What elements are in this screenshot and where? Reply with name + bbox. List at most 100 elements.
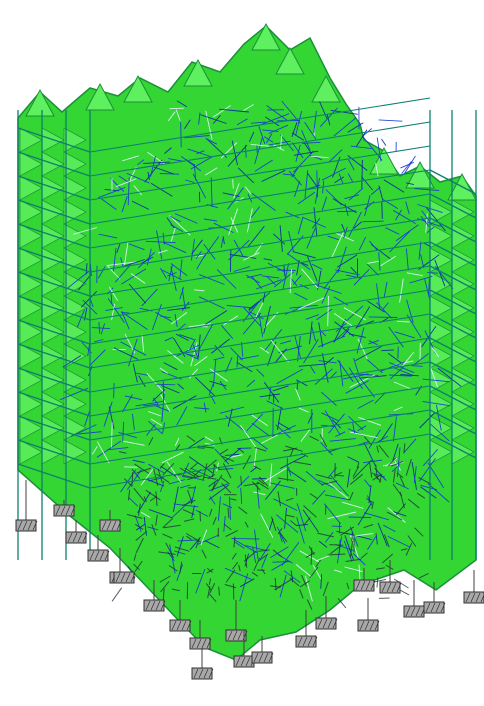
interior-member bbox=[187, 437, 205, 450]
interior-member bbox=[368, 339, 380, 345]
interior-member bbox=[348, 415, 364, 431]
support-hatch bbox=[332, 618, 338, 629]
facade-panel bbox=[63, 175, 87, 201]
interior-member bbox=[194, 289, 205, 292]
base-member-cluster bbox=[138, 503, 141, 516]
support-hatch bbox=[405, 606, 411, 617]
base-member-cluster bbox=[243, 482, 259, 487]
base-member-cluster bbox=[405, 542, 413, 556]
floor-beam-right bbox=[429, 313, 477, 339]
interior-member bbox=[220, 142, 238, 159]
interior-member bbox=[213, 105, 231, 118]
support-hatch bbox=[364, 620, 370, 631]
base-member-cluster bbox=[127, 489, 131, 501]
interior-member bbox=[314, 368, 333, 385]
interior-member bbox=[155, 311, 173, 322]
interior-member bbox=[335, 544, 354, 551]
interior-member bbox=[377, 132, 394, 140]
fixed-support-block-icon bbox=[315, 617, 337, 630]
base-member-cluster bbox=[208, 593, 217, 603]
floor-beam-left bbox=[17, 199, 91, 225]
interior-member bbox=[97, 266, 106, 279]
support-hatch bbox=[480, 594, 484, 603]
floor-beam-left bbox=[17, 151, 91, 177]
base-member-cluster bbox=[212, 474, 223, 491]
base-member-cluster bbox=[187, 475, 203, 481]
base-member-cluster bbox=[375, 567, 385, 570]
interior-member bbox=[389, 230, 411, 253]
interior-member bbox=[333, 318, 346, 343]
facade-panel bbox=[19, 271, 43, 297]
base-member-cluster bbox=[157, 468, 163, 484]
interior-member bbox=[326, 114, 331, 126]
base-member-cluster bbox=[208, 508, 213, 517]
base-member-cluster bbox=[349, 491, 354, 501]
interior-member bbox=[216, 462, 219, 472]
interior-member bbox=[435, 404, 442, 431]
interior-member bbox=[302, 216, 326, 228]
interior-member bbox=[191, 505, 195, 519]
interior-member bbox=[120, 469, 137, 493]
interior-member bbox=[251, 436, 268, 450]
interior-member bbox=[155, 383, 176, 386]
base-member-cluster bbox=[289, 520, 297, 526]
floor-beam-front bbox=[89, 361, 431, 417]
base-member-cluster bbox=[381, 553, 394, 564]
base-member-cluster bbox=[363, 524, 374, 529]
interior-member bbox=[367, 260, 380, 264]
interior-member bbox=[288, 466, 292, 476]
support-hatch bbox=[77, 532, 83, 543]
interior-member bbox=[124, 259, 145, 267]
support-hatch bbox=[302, 636, 308, 647]
interior-member bbox=[228, 208, 239, 235]
base-member-cluster bbox=[118, 451, 127, 454]
interior-member bbox=[284, 306, 302, 315]
base-member-cluster bbox=[162, 462, 175, 476]
support-hatch bbox=[155, 600, 161, 611]
base-member-cluster bbox=[134, 523, 144, 530]
facade-panel bbox=[19, 223, 43, 249]
facade-panel bbox=[19, 415, 43, 441]
interior-member bbox=[176, 100, 188, 108]
interior-member bbox=[369, 240, 378, 251]
base-member-cluster bbox=[238, 564, 241, 572]
interior-member bbox=[124, 395, 142, 401]
interior-member bbox=[264, 467, 287, 482]
interior-member bbox=[336, 536, 343, 564]
interior-member bbox=[246, 208, 253, 233]
interior-member bbox=[352, 459, 372, 480]
interior-member bbox=[114, 264, 131, 283]
interior-member bbox=[377, 522, 388, 547]
interior-member bbox=[333, 117, 357, 137]
base-member-cluster bbox=[375, 464, 378, 480]
base-member-cluster bbox=[378, 444, 389, 458]
interior-member bbox=[231, 537, 260, 540]
interior-member bbox=[395, 224, 419, 242]
interior-member bbox=[161, 451, 184, 464]
facade-panel bbox=[19, 247, 43, 273]
interior-member bbox=[334, 321, 355, 337]
interior-member bbox=[396, 447, 401, 478]
support-hatch bbox=[232, 630, 238, 641]
facade-panel bbox=[63, 391, 87, 417]
interior-member bbox=[167, 350, 184, 364]
support-hatch bbox=[470, 592, 476, 603]
interior-member bbox=[157, 249, 168, 254]
interior-member bbox=[176, 406, 188, 426]
interior-member bbox=[355, 346, 382, 361]
support-hatch bbox=[465, 592, 471, 603]
interior-member bbox=[190, 156, 213, 170]
interior-member bbox=[357, 502, 372, 526]
interior-member bbox=[363, 512, 389, 521]
base-member-cluster bbox=[293, 461, 312, 466]
interior-member bbox=[392, 510, 407, 517]
base-member-cluster bbox=[279, 532, 288, 543]
roof-peak bbox=[123, 74, 153, 103]
interior-member bbox=[169, 107, 184, 110]
interior-member bbox=[331, 419, 342, 429]
support-hatch bbox=[369, 620, 375, 631]
interior-member bbox=[393, 381, 412, 390]
interior-member bbox=[111, 303, 116, 321]
interior-member bbox=[271, 560, 289, 571]
floor-beam-front bbox=[89, 121, 431, 177]
